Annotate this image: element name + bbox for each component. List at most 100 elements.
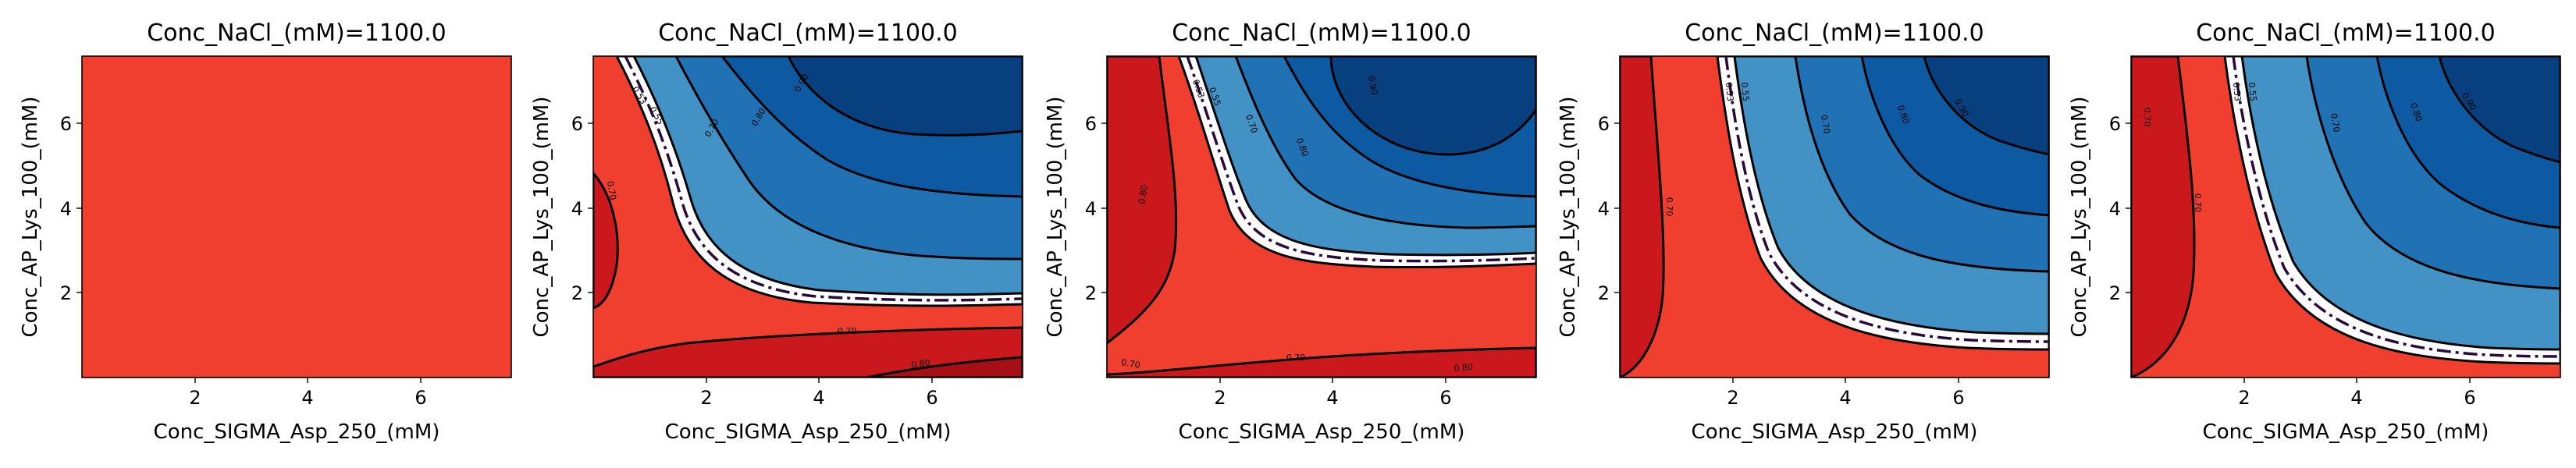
x-tick-label: 2 xyxy=(1727,387,1738,409)
axes-frame xyxy=(2130,55,2561,378)
x-ticks: 2 4 6 xyxy=(1214,378,1452,409)
y-tick-label: 4 xyxy=(1085,198,1097,220)
contour-line-dashdot xyxy=(1724,56,2049,343)
subplot-5: 0.90 0.80 0.70 0.55 0.53 0.70 0.70 Conc_… xyxy=(2068,20,2561,444)
subplot-2: 0.90 0.80 0.70 0.55 0.53 0.70 0.70 0.80 … xyxy=(530,20,1023,444)
y-axis-label: Conc_AP_Lys_100_(mM) xyxy=(530,96,553,337)
y-tick-label: 2 xyxy=(1598,282,1610,304)
contour-label: 0.70 xyxy=(1120,357,1140,370)
chart-title: Conc_NaCl_(mM)=1100.0 xyxy=(1685,20,1984,47)
y-ticks: 2 4 6 xyxy=(2109,113,2131,304)
contour-label: 0.70 xyxy=(838,326,857,336)
plot-area-4: 0.90 0.80 0.70 0.55 0.53 0.70 xyxy=(1620,56,2049,378)
subplot-3: 0.90 0.80 0.70 0.55 0.53 0.80 0.70 0.70 … xyxy=(1044,20,1537,444)
chart-title: Conc_NaCl_(mM)=1100.0 xyxy=(147,20,447,47)
y-tick-label: 6 xyxy=(571,113,583,135)
x-tick-label: 4 xyxy=(1839,387,1851,409)
contour-label: 0.53 xyxy=(2231,82,2243,102)
x-axis-label: Conc_SIGMA_Asp_250_(mM) xyxy=(665,420,952,444)
x-tick-label: 6 xyxy=(1952,387,1964,409)
contour-label: 0.53 xyxy=(1724,82,1735,102)
x-axis-label: Conc_SIGMA_Asp_250_(mM) xyxy=(2203,420,2489,444)
x-ticks: 2 4 6 xyxy=(2238,378,2476,409)
contour-line-dashdot xyxy=(624,56,1023,302)
y-axis-label: Conc_AP_Lys_100_(mM) xyxy=(1044,96,1067,337)
contour-region-0.80-left xyxy=(593,171,619,310)
contour-label: 0.70 xyxy=(2193,193,2203,213)
x-ticks: 2 4 6 xyxy=(189,378,427,409)
x-axis-label: Conc_SIGMA_Asp_250_(mM) xyxy=(1179,420,1465,444)
contour-region-0.80-bottom xyxy=(593,326,1023,378)
x-axis-label: Conc_SIGMA_Asp_250_(mM) xyxy=(154,420,440,444)
chart-title: Conc_NaCl_(mM)=1100.0 xyxy=(1172,20,1471,47)
x-tick-label: 6 xyxy=(926,387,938,409)
y-tick-label: 2 xyxy=(1085,282,1097,304)
y-tick-label: 6 xyxy=(60,113,72,135)
y-ticks: 2 4 6 xyxy=(571,113,593,304)
subplot-4: 0.90 0.80 0.70 0.55 0.53 0.70 Conc_NaCl_… xyxy=(1557,20,2050,444)
contour-line-dashdot xyxy=(2232,56,2560,358)
subplot-1: Conc_NaCl_(mM)=1100.0 Conc_SIGMA_Asp_250… xyxy=(19,20,512,444)
contour-region-0.90-bottom xyxy=(866,356,1023,378)
contour-region-0.80-bottom xyxy=(1107,346,1536,378)
chart-title: Conc_NaCl_(mM)=1100.0 xyxy=(2196,20,2496,47)
plot-area-3: 0.90 0.80 0.70 0.55 0.53 0.80 0.70 0.70 … xyxy=(1107,56,1536,378)
y-tick-label: 4 xyxy=(571,198,583,220)
contour-region-blue-4 xyxy=(2438,56,2560,164)
plot-area-1 xyxy=(82,56,511,378)
x-tick-label: 4 xyxy=(2350,387,2362,409)
x-axis-label: Conc_SIGMA_Asp_250_(mM) xyxy=(1692,420,1978,444)
y-axis-label: Conc_AP_Lys_100_(mM) xyxy=(2068,96,2091,337)
contour-label: 0.70 xyxy=(1664,197,1674,217)
x-tick-label: 4 xyxy=(813,387,824,409)
axes-frame xyxy=(1619,55,2050,378)
y-tick-label: 2 xyxy=(571,282,583,304)
y-ticks: 2 4 6 xyxy=(1085,113,1107,304)
x-tick-label: 6 xyxy=(2464,387,2475,409)
x-tick-label: 4 xyxy=(301,387,313,409)
x-tick-label: 2 xyxy=(1214,387,1226,409)
contour-region-blue-4 xyxy=(1329,56,1536,156)
contour-region-0.80-left xyxy=(1107,56,1178,345)
y-tick-label: 2 xyxy=(60,282,72,304)
axes-frame xyxy=(1106,55,1537,378)
contour-region-0.70 xyxy=(82,56,511,378)
y-tick-label: 4 xyxy=(1598,198,1610,220)
plot-area-2: 0.90 0.80 0.70 0.55 0.53 0.70 0.70 0.80 xyxy=(593,56,1023,378)
x-tick-label: 4 xyxy=(1326,387,1338,409)
contour-label: 0.80 xyxy=(1453,362,1474,374)
contour-region-blue-4 xyxy=(1923,56,2049,156)
y-tick-label: 6 xyxy=(2109,113,2121,135)
plot-area-5: 0.90 0.80 0.70 0.55 0.53 0.70 0.70 xyxy=(2131,56,2560,378)
y-tick-label: 2 xyxy=(2109,282,2121,304)
contour-region-blue-4 xyxy=(787,56,1023,136)
contour-label: 0.70 xyxy=(2329,112,2342,133)
contour-label: 0.80 xyxy=(910,357,930,370)
chart-title: Conc_NaCl_(mM)=1100.0 xyxy=(658,20,958,47)
x-tick-label: 2 xyxy=(2238,387,2250,409)
y-axis-label: Conc_AP_Lys_100_(mM) xyxy=(1557,96,1580,337)
y-ticks: 2 4 6 xyxy=(60,113,82,304)
contour-label: 0.80 xyxy=(1137,184,1150,204)
axes-frame xyxy=(81,55,512,378)
x-tick-label: 6 xyxy=(415,387,426,409)
contour-label: 0.70 xyxy=(605,180,618,200)
y-tick-label: 4 xyxy=(60,198,72,220)
contour-label: 0.55 xyxy=(1739,82,1751,102)
contour-label: 0.55 xyxy=(2247,82,2258,102)
y-tick-label: 6 xyxy=(1085,113,1097,135)
contour-region-0.80-left xyxy=(1620,56,1665,378)
x-tick-label: 2 xyxy=(189,387,201,409)
x-ticks: 2 4 6 xyxy=(1727,378,1965,409)
y-tick-label: 6 xyxy=(1598,113,1610,135)
contour-line-dashdot xyxy=(1186,56,1536,263)
y-axis-label: Conc_AP_Lys_100_(mM) xyxy=(19,96,42,337)
contour-label: 0.70 xyxy=(1819,114,1832,134)
x-ticks: 2 4 6 xyxy=(700,378,938,409)
contour-label: 0.90 xyxy=(1366,75,1379,95)
contour-region-0.80-left xyxy=(2131,56,2196,378)
axes-frame xyxy=(592,55,1023,378)
y-tick-label: 4 xyxy=(2109,198,2121,220)
x-tick-label: 2 xyxy=(700,387,712,409)
